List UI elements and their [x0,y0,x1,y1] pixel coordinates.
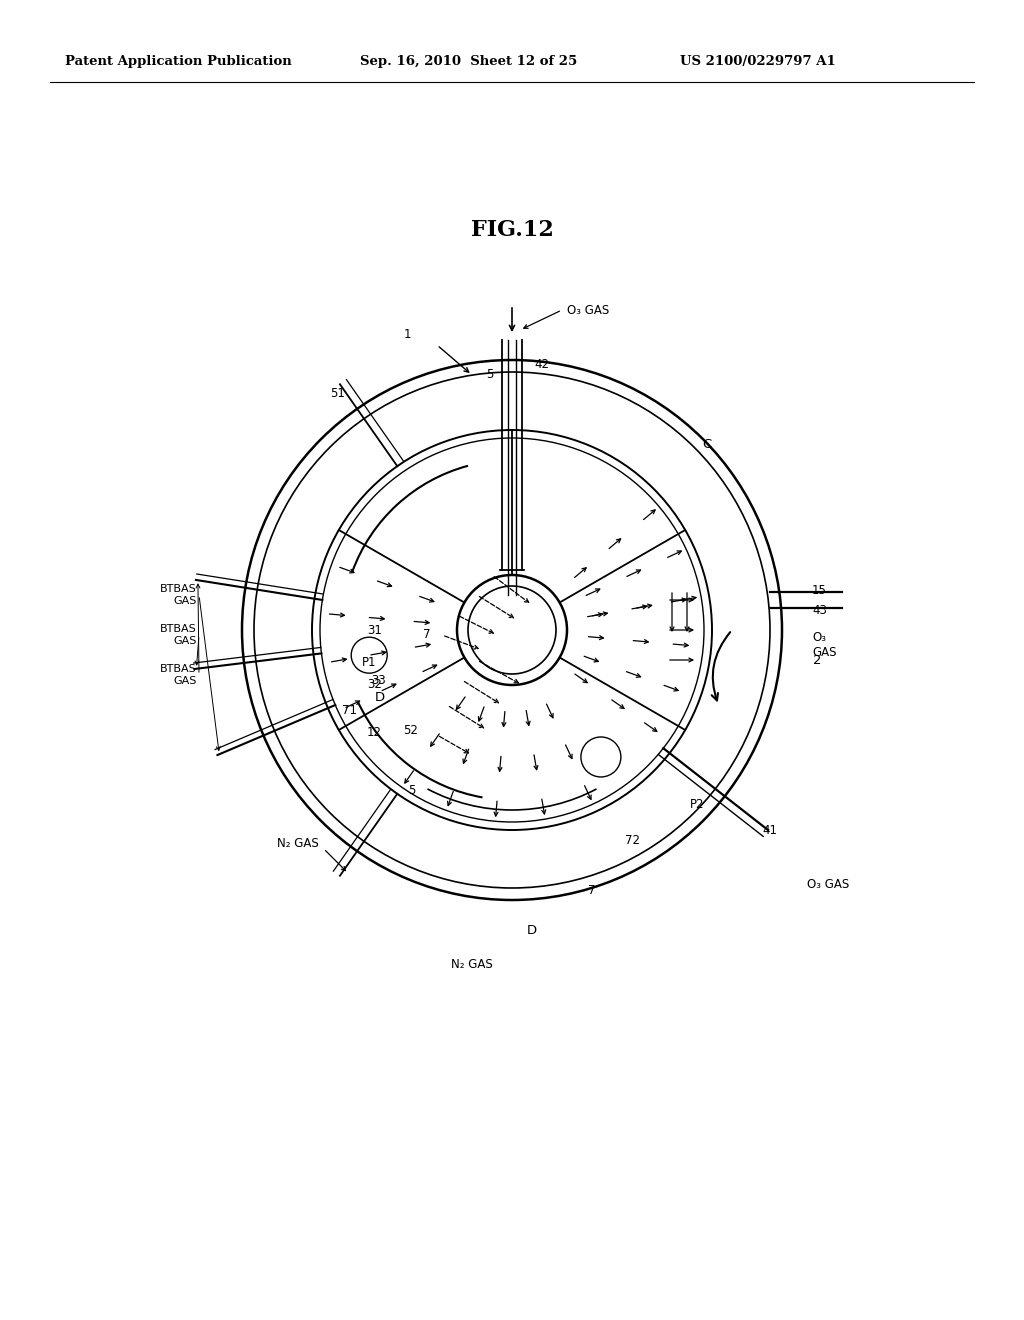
Text: FIG.12: FIG.12 [471,219,553,242]
Text: 51: 51 [331,387,345,400]
Text: O₃
GAS: O₃ GAS [812,631,837,659]
Text: 71: 71 [342,704,357,717]
Text: 5: 5 [486,368,494,381]
Text: 42: 42 [534,359,549,371]
Text: 2: 2 [813,653,821,667]
Text: BTBAS
GAS: BTBAS GAS [160,664,197,686]
Text: N₂ GAS: N₂ GAS [452,958,493,972]
Text: 33: 33 [371,673,386,686]
Text: 7: 7 [423,628,431,642]
Text: P2: P2 [690,799,705,812]
Text: O₃ GAS: O₃ GAS [807,879,849,891]
Text: C: C [702,438,712,451]
Text: O₃ GAS: O₃ GAS [567,304,609,317]
Text: D: D [375,690,385,704]
Text: D: D [527,924,537,936]
Text: 5: 5 [409,784,416,796]
Text: N₂ GAS: N₂ GAS [276,837,318,850]
Text: 72: 72 [625,833,640,846]
Text: BTBAS
GAS: BTBAS GAS [160,624,197,645]
Text: Sep. 16, 2010  Sheet 12 of 25: Sep. 16, 2010 Sheet 12 of 25 [360,55,578,69]
Text: 15: 15 [812,583,826,597]
Text: 41: 41 [762,824,777,837]
Text: 1: 1 [403,329,411,342]
Text: 52: 52 [403,723,418,737]
Text: BTBAS
GAS: BTBAS GAS [160,585,197,606]
Text: 12: 12 [367,726,382,739]
Text: P1: P1 [362,656,377,668]
Text: 31: 31 [367,623,382,636]
Text: US 2100/0229797 A1: US 2100/0229797 A1 [680,55,836,69]
Text: Patent Application Publication: Patent Application Publication [65,55,292,69]
Text: 43: 43 [812,603,826,616]
Text: 7: 7 [588,883,596,896]
Text: 32: 32 [367,678,382,692]
